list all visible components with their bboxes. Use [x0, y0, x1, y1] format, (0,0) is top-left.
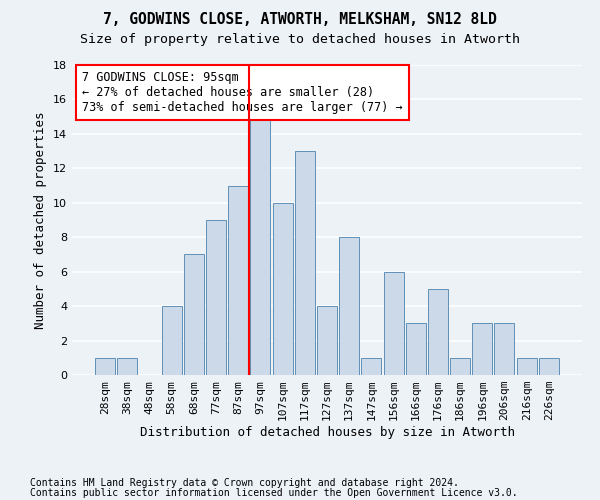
Bar — [339, 237, 359, 375]
Bar — [184, 254, 204, 375]
Bar — [539, 358, 559, 375]
Text: 7, GODWINS CLOSE, ATWORTH, MELKSHAM, SN12 8LD: 7, GODWINS CLOSE, ATWORTH, MELKSHAM, SN1… — [103, 12, 497, 28]
Bar — [428, 289, 448, 375]
Bar — [317, 306, 337, 375]
Bar — [162, 306, 182, 375]
Bar — [118, 358, 137, 375]
Bar — [472, 324, 492, 375]
Bar — [450, 358, 470, 375]
Y-axis label: Number of detached properties: Number of detached properties — [34, 112, 47, 329]
Bar — [272, 203, 293, 375]
Bar — [361, 358, 382, 375]
Bar — [406, 324, 426, 375]
X-axis label: Distribution of detached houses by size in Atworth: Distribution of detached houses by size … — [139, 426, 515, 439]
Text: Contains public sector information licensed under the Open Government Licence v3: Contains public sector information licen… — [30, 488, 518, 498]
Text: 7 GODWINS CLOSE: 95sqm
← 27% of detached houses are smaller (28)
73% of semi-det: 7 GODWINS CLOSE: 95sqm ← 27% of detached… — [82, 71, 403, 114]
Bar — [517, 358, 536, 375]
Bar — [383, 272, 404, 375]
Bar — [295, 151, 315, 375]
Bar — [95, 358, 115, 375]
Bar — [228, 186, 248, 375]
Bar — [206, 220, 226, 375]
Bar — [250, 116, 271, 375]
Text: Size of property relative to detached houses in Atworth: Size of property relative to detached ho… — [80, 32, 520, 46]
Text: Contains HM Land Registry data © Crown copyright and database right 2024.: Contains HM Land Registry data © Crown c… — [30, 478, 459, 488]
Bar — [494, 324, 514, 375]
